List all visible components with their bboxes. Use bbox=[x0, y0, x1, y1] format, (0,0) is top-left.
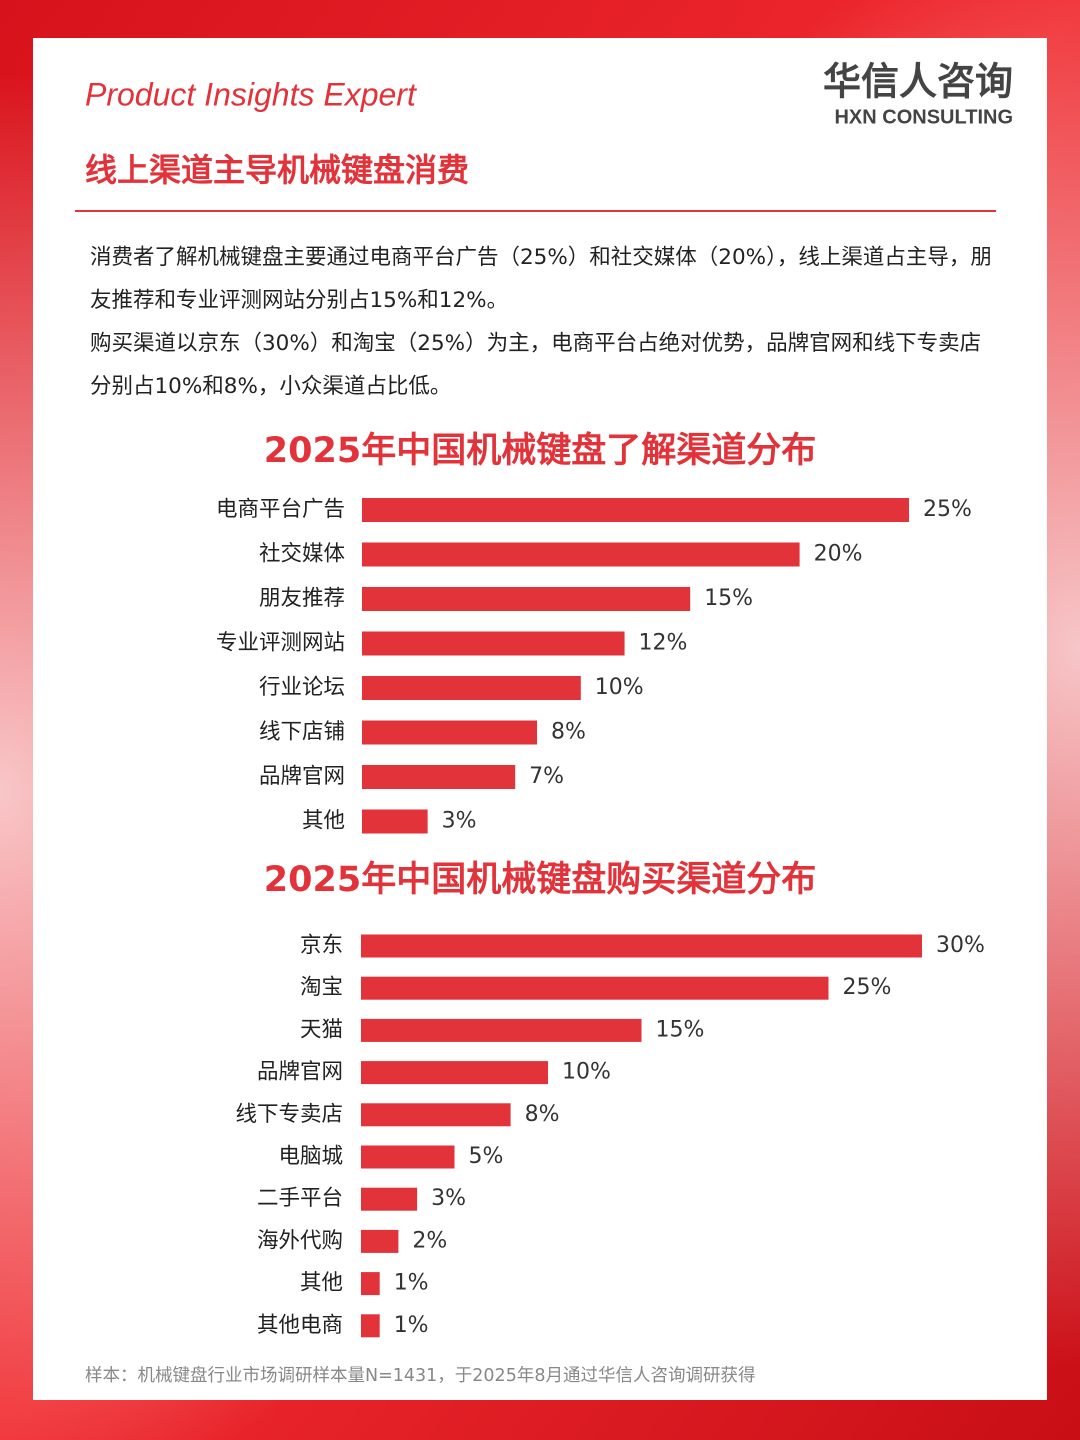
value-label: 12% bbox=[639, 631, 688, 656]
category-label: 朋友推荐 bbox=[259, 586, 345, 611]
footnote: 样本：机械键盘行业市场调研样本量N=1431，于2025年8月通过华信人咨询调研… bbox=[85, 1366, 755, 1386]
category-label: 电商平台广告 bbox=[216, 497, 345, 522]
bar bbox=[362, 809, 428, 834]
value-label: 5% bbox=[469, 1144, 504, 1169]
value-label: 25% bbox=[923, 497, 972, 522]
value-label: 3% bbox=[442, 809, 477, 834]
bar bbox=[361, 1272, 380, 1296]
bar bbox=[361, 1061, 548, 1085]
bar bbox=[362, 765, 516, 789]
bar bbox=[361, 1103, 511, 1127]
category-label: 社交媒体 bbox=[259, 542, 345, 567]
brand: Product Insights Expert bbox=[85, 76, 417, 112]
bar bbox=[362, 720, 538, 745]
value-label: 2% bbox=[412, 1228, 447, 1253]
bar bbox=[361, 1145, 455, 1169]
category-label: 专业评测网站 bbox=[216, 631, 345, 656]
category-label: 天猫 bbox=[300, 1017, 343, 1042]
chart-title: 2025年中国机械键盘了解渠道分布 bbox=[264, 430, 816, 471]
value-label: 7% bbox=[529, 764, 564, 789]
bar bbox=[362, 542, 800, 567]
bar bbox=[361, 1229, 399, 1253]
category-label: 其他 bbox=[300, 1271, 343, 1296]
logo-sub: HXN CONSULTING bbox=[834, 106, 1013, 128]
bar bbox=[361, 1018, 642, 1042]
value-label: 1% bbox=[394, 1313, 429, 1338]
bar bbox=[362, 587, 691, 611]
value-label: 15% bbox=[656, 1017, 705, 1042]
value-label: 10% bbox=[562, 1060, 611, 1085]
category-label: 海外代购 bbox=[257, 1228, 343, 1253]
value-label: 15% bbox=[704, 586, 753, 611]
bar bbox=[362, 498, 909, 522]
value-label: 8% bbox=[525, 1102, 560, 1127]
value-label: 3% bbox=[431, 1186, 466, 1211]
category-label: 行业论坛 bbox=[259, 675, 345, 700]
summary: 消费者了解机械键盘主要通过电商平台广告（25%）和社交媒体（20%），线上渠道占… bbox=[90, 236, 995, 408]
category-label: 品牌官网 bbox=[257, 1060, 343, 1085]
value-label: 1% bbox=[394, 1271, 429, 1296]
paragraph: 购买渠道以京东（30%）和淘宝（25%）为主，电商平台占绝对优势，品牌官网和线下… bbox=[90, 331, 982, 399]
card bbox=[33, 38, 1047, 1400]
category-label: 线下专卖店 bbox=[235, 1102, 343, 1127]
chart-title: 2025年中国机械键盘购买渠道分布 bbox=[264, 859, 816, 900]
category-label: 线下店铺 bbox=[259, 720, 345, 745]
bar bbox=[361, 976, 829, 1000]
category-label: 品牌官网 bbox=[259, 764, 345, 789]
heading: 线上渠道主导机械键盘消费 bbox=[85, 151, 469, 189]
value-label: 8% bbox=[551, 720, 586, 745]
bar bbox=[361, 1187, 418, 1211]
category-label: 其他 bbox=[302, 809, 345, 834]
bar bbox=[362, 631, 625, 656]
category-label: 二手平台 bbox=[257, 1186, 343, 1211]
category-label: 京东 bbox=[300, 933, 343, 958]
bar bbox=[361, 934, 922, 958]
value-label: 25% bbox=[843, 975, 892, 1000]
category-label: 其他电商 bbox=[257, 1313, 343, 1338]
bar bbox=[362, 676, 581, 700]
value-label: 20% bbox=[814, 542, 863, 567]
logo-name: 华信人咨询 bbox=[823, 60, 1013, 104]
category-label: 淘宝 bbox=[300, 975, 343, 1000]
category-label: 电脑城 bbox=[278, 1144, 343, 1169]
value-label: 30% bbox=[936, 933, 985, 958]
value-label: 10% bbox=[595, 675, 644, 700]
bar bbox=[361, 1314, 380, 1338]
paragraph: 消费者了解机械键盘主要通过电商平台广告（25%）和社交媒体（20%），线上渠道占… bbox=[90, 245, 992, 313]
